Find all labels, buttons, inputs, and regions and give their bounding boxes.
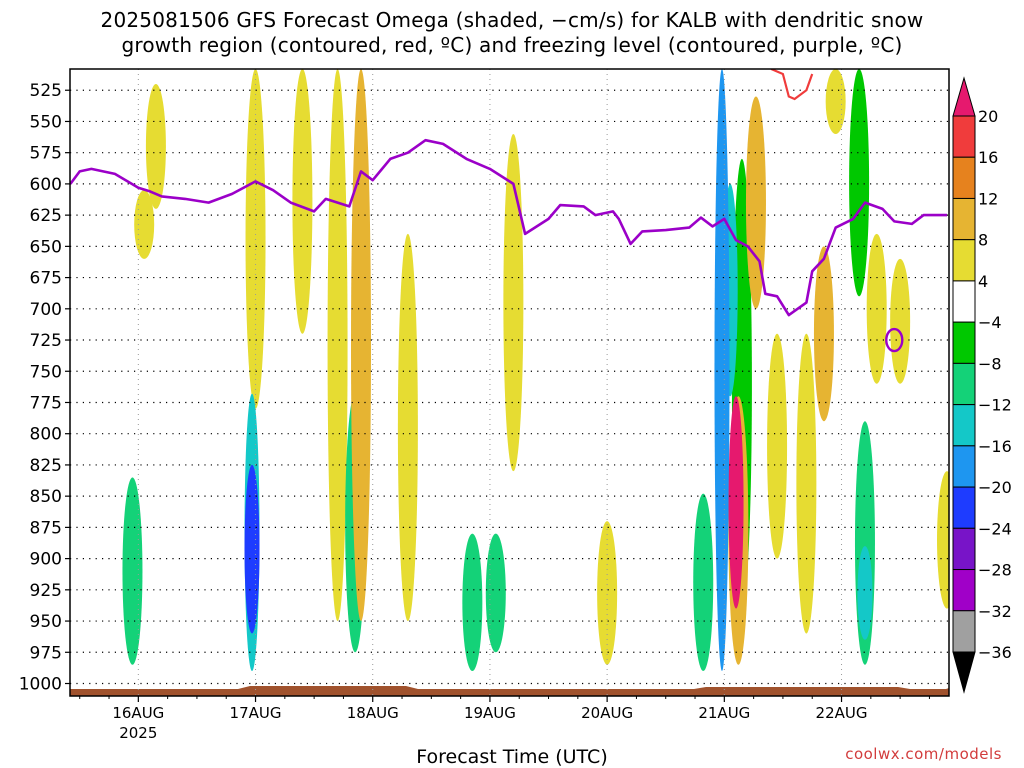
x-tick-label: 19AUG: [464, 704, 516, 722]
colorbar-label: −8: [978, 354, 1002, 373]
y-tick-label: 700: [30, 300, 62, 320]
omega-region: [327, 69, 348, 622]
colorbar-box: [952, 362, 976, 406]
omega-region: [813, 246, 834, 422]
freezing-level-closed-contour: [885, 327, 904, 353]
omega-region: [849, 69, 870, 297]
x-tick-sublabel: 2025: [119, 724, 157, 742]
colorbar-label: −20: [978, 478, 1012, 497]
colorbar-box: [952, 569, 976, 612]
y-tick-label: 525: [30, 81, 62, 101]
colorbar-label: −16: [978, 437, 1012, 456]
y-tick-label: 1000: [19, 675, 62, 695]
x-tick-label: 20AUG: [581, 704, 633, 722]
freezing-level-contour: [70, 138, 947, 317]
colorbar-box: [952, 156, 976, 199]
omega-region: [397, 233, 418, 622]
omega-region: [597, 521, 618, 665]
omega-region: [245, 69, 266, 409]
plot-frame: [69, 68, 950, 697]
y-tick-label: 950: [30, 612, 62, 632]
colorbar-label: −12: [978, 396, 1012, 415]
chart-title-line-2: growth region (contoured, red, ºC) and f…: [121, 33, 903, 57]
colorbar-label: −36: [978, 643, 1012, 662]
x-tick-label: 22AUG: [816, 704, 868, 722]
x-tick-label: 16AUG: [112, 704, 164, 722]
omega-region: [244, 464, 260, 634]
colorbar-label: 16: [978, 148, 998, 167]
y-tick-label: 600: [30, 175, 62, 195]
x-axis: 16AUG 2025 17AUG 18AUG 19AUG 20AUG 21AUG 22AUG: [79, 696, 930, 742]
omega-region: [825, 69, 846, 134]
y-axis: 525 550 575 600 625 650 675 700 725 750 775 800 825 8…: [19, 81, 70, 695]
colorbar-box: [952, 197, 976, 241]
colorbar-label: −24: [978, 519, 1012, 538]
y-tick-label: 825: [30, 456, 62, 476]
x-tick-label: 18AUG: [347, 704, 399, 722]
colorbar-bottom-arrow: [952, 651, 976, 694]
x-tick-label: 21AUG: [698, 704, 750, 722]
y-tick-label: 725: [30, 331, 62, 351]
terrain-surface: [70, 686, 949, 696]
y-tick-label: 875: [30, 518, 62, 538]
x-axis-title: Forecast Time (UTC): [416, 746, 608, 768]
colorbar-label: 4: [978, 272, 988, 291]
credit-link[interactable]: coolwx.com/models: [845, 745, 1002, 763]
colorbar-top-arrow: [952, 76, 976, 117]
omega-region: [292, 69, 313, 334]
dgz-contour: [770, 69, 814, 101]
omega-region: [485, 533, 506, 653]
y-tick-label: 625: [30, 206, 62, 226]
colorbar-box: [952, 321, 976, 364]
y-tick-label: 750: [30, 362, 62, 382]
colorbar-box: [952, 239, 976, 282]
omega-region: [693, 493, 714, 672]
omega-shading: [122, 69, 949, 672]
omega-region: [728, 396, 744, 609]
y-tick-label: 650: [30, 237, 62, 257]
omega-region: [134, 190, 155, 259]
colorbar-box: [952, 486, 976, 529]
colorbar-label: −28: [978, 561, 1012, 580]
colorbar-label: −4: [978, 313, 1002, 332]
y-tick-label: 575: [30, 144, 62, 164]
colorbar-label: −32: [978, 602, 1012, 621]
omega-region: [145, 83, 166, 209]
y-tick-label: 925: [30, 581, 62, 601]
omega-region: [857, 546, 873, 640]
omega-region: [462, 533, 483, 672]
colorbar-label: 20: [978, 107, 998, 126]
ground-surface: [70, 686, 949, 696]
colorbar-box: [952, 610, 976, 653]
y-tick-label: 550: [30, 112, 62, 132]
colorbar-box: [952, 280, 976, 323]
y-tick-label: 675: [30, 269, 62, 289]
omega-region: [767, 333, 788, 559]
omega-region: [351, 69, 372, 622]
y-tick-label: 900: [30, 550, 62, 570]
omega-region: [122, 477, 143, 665]
colorbar-box: [952, 527, 976, 571]
colorbar-box: [952, 115, 976, 158]
y-tick-label: 775: [30, 393, 62, 413]
y-tick-label: 975: [30, 643, 62, 663]
omega-region: [714, 69, 730, 672]
colorbar-box: [952, 404, 976, 447]
omega-region: [937, 471, 949, 609]
colorbar-label: 12: [978, 189, 998, 208]
y-tick-label: 850: [30, 487, 62, 507]
chart-title-line-1: 2025081506 GFS Forecast Omega (shaded, −…: [100, 8, 924, 32]
omega-region: [890, 258, 911, 384]
colorbar-box: [952, 445, 976, 488]
omega-region: [503, 133, 524, 472]
y-tick-label: 800: [30, 425, 62, 445]
colorbar-label: 8: [978, 231, 988, 250]
x-tick-label: 17AUG: [230, 704, 282, 722]
omega-region: [796, 333, 817, 634]
omega-region: [745, 96, 766, 309]
contours: [70, 69, 947, 353]
colorbar: 20 16 12 8 4 −4 −8 −12 −16 −20 −24 −28 −32 −36: [952, 76, 1012, 694]
